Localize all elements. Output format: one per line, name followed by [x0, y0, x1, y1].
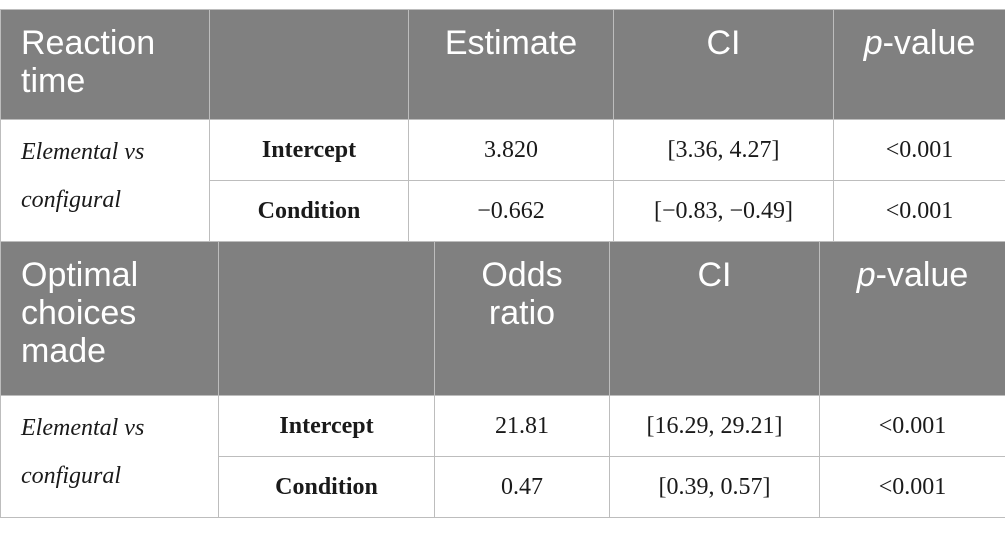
table-row: Elemental vs configural Intercept 3.820 …	[0, 119, 1005, 242]
ci-cell: [−0.83, −0.49]	[613, 180, 834, 242]
ci-cell: [3.36, 4.27]	[613, 119, 834, 181]
ci-cell: [16.29, 29.21]	[609, 395, 820, 457]
table-row: Elemental vs configural Intercept 21.81 …	[0, 395, 1005, 518]
blank-header	[218, 241, 435, 396]
odds-ratio-cell: 21.81	[434, 395, 610, 457]
ci-cell: [0.39, 0.57]	[609, 456, 820, 518]
term-cell: Condition	[218, 456, 435, 518]
estimate-header: Estimate	[408, 9, 614, 120]
p-value-cell: <0.001	[833, 119, 1005, 181]
p-value-cell: <0.001	[833, 180, 1005, 242]
table-title: Reaction time	[0, 9, 210, 120]
term-cell: Condition	[209, 180, 409, 242]
comparison-label: Elemental vs configural	[0, 119, 210, 242]
ci-header: CI	[609, 241, 820, 396]
p-value-cell: <0.001	[819, 395, 1005, 457]
optimal-choices-table: Optimal choices made Odds ratio CI p-val…	[0, 241, 1005, 518]
term-cell: Intercept	[218, 395, 435, 457]
table-title: Optimal choices made	[0, 241, 219, 396]
p-value-cell: <0.001	[819, 456, 1005, 518]
p-value-header: p-value	[833, 9, 1005, 120]
p-value-header: p-value	[819, 241, 1005, 396]
estimate-cell: −0.662	[408, 180, 614, 242]
term-cell: Intercept	[209, 119, 409, 181]
ci-header: CI	[613, 9, 834, 120]
reaction-time-table: Reaction time Estimate CI p-value Elemen…	[0, 9, 1005, 242]
blank-header	[209, 9, 409, 120]
table-row: Condition 0.47 [0.39, 0.57] <0.001	[1, 456, 1005, 518]
odds-ratio-cell: 0.47	[434, 456, 610, 518]
comparison-label: Elemental vs configural	[0, 395, 219, 518]
table-header-row: Optimal choices made Odds ratio CI p-val…	[0, 241, 1005, 396]
odds-ratio-header: Odds ratio	[434, 241, 610, 396]
estimate-cell: 3.820	[408, 119, 614, 181]
table-header-row: Reaction time Estimate CI p-value	[0, 9, 1005, 120]
